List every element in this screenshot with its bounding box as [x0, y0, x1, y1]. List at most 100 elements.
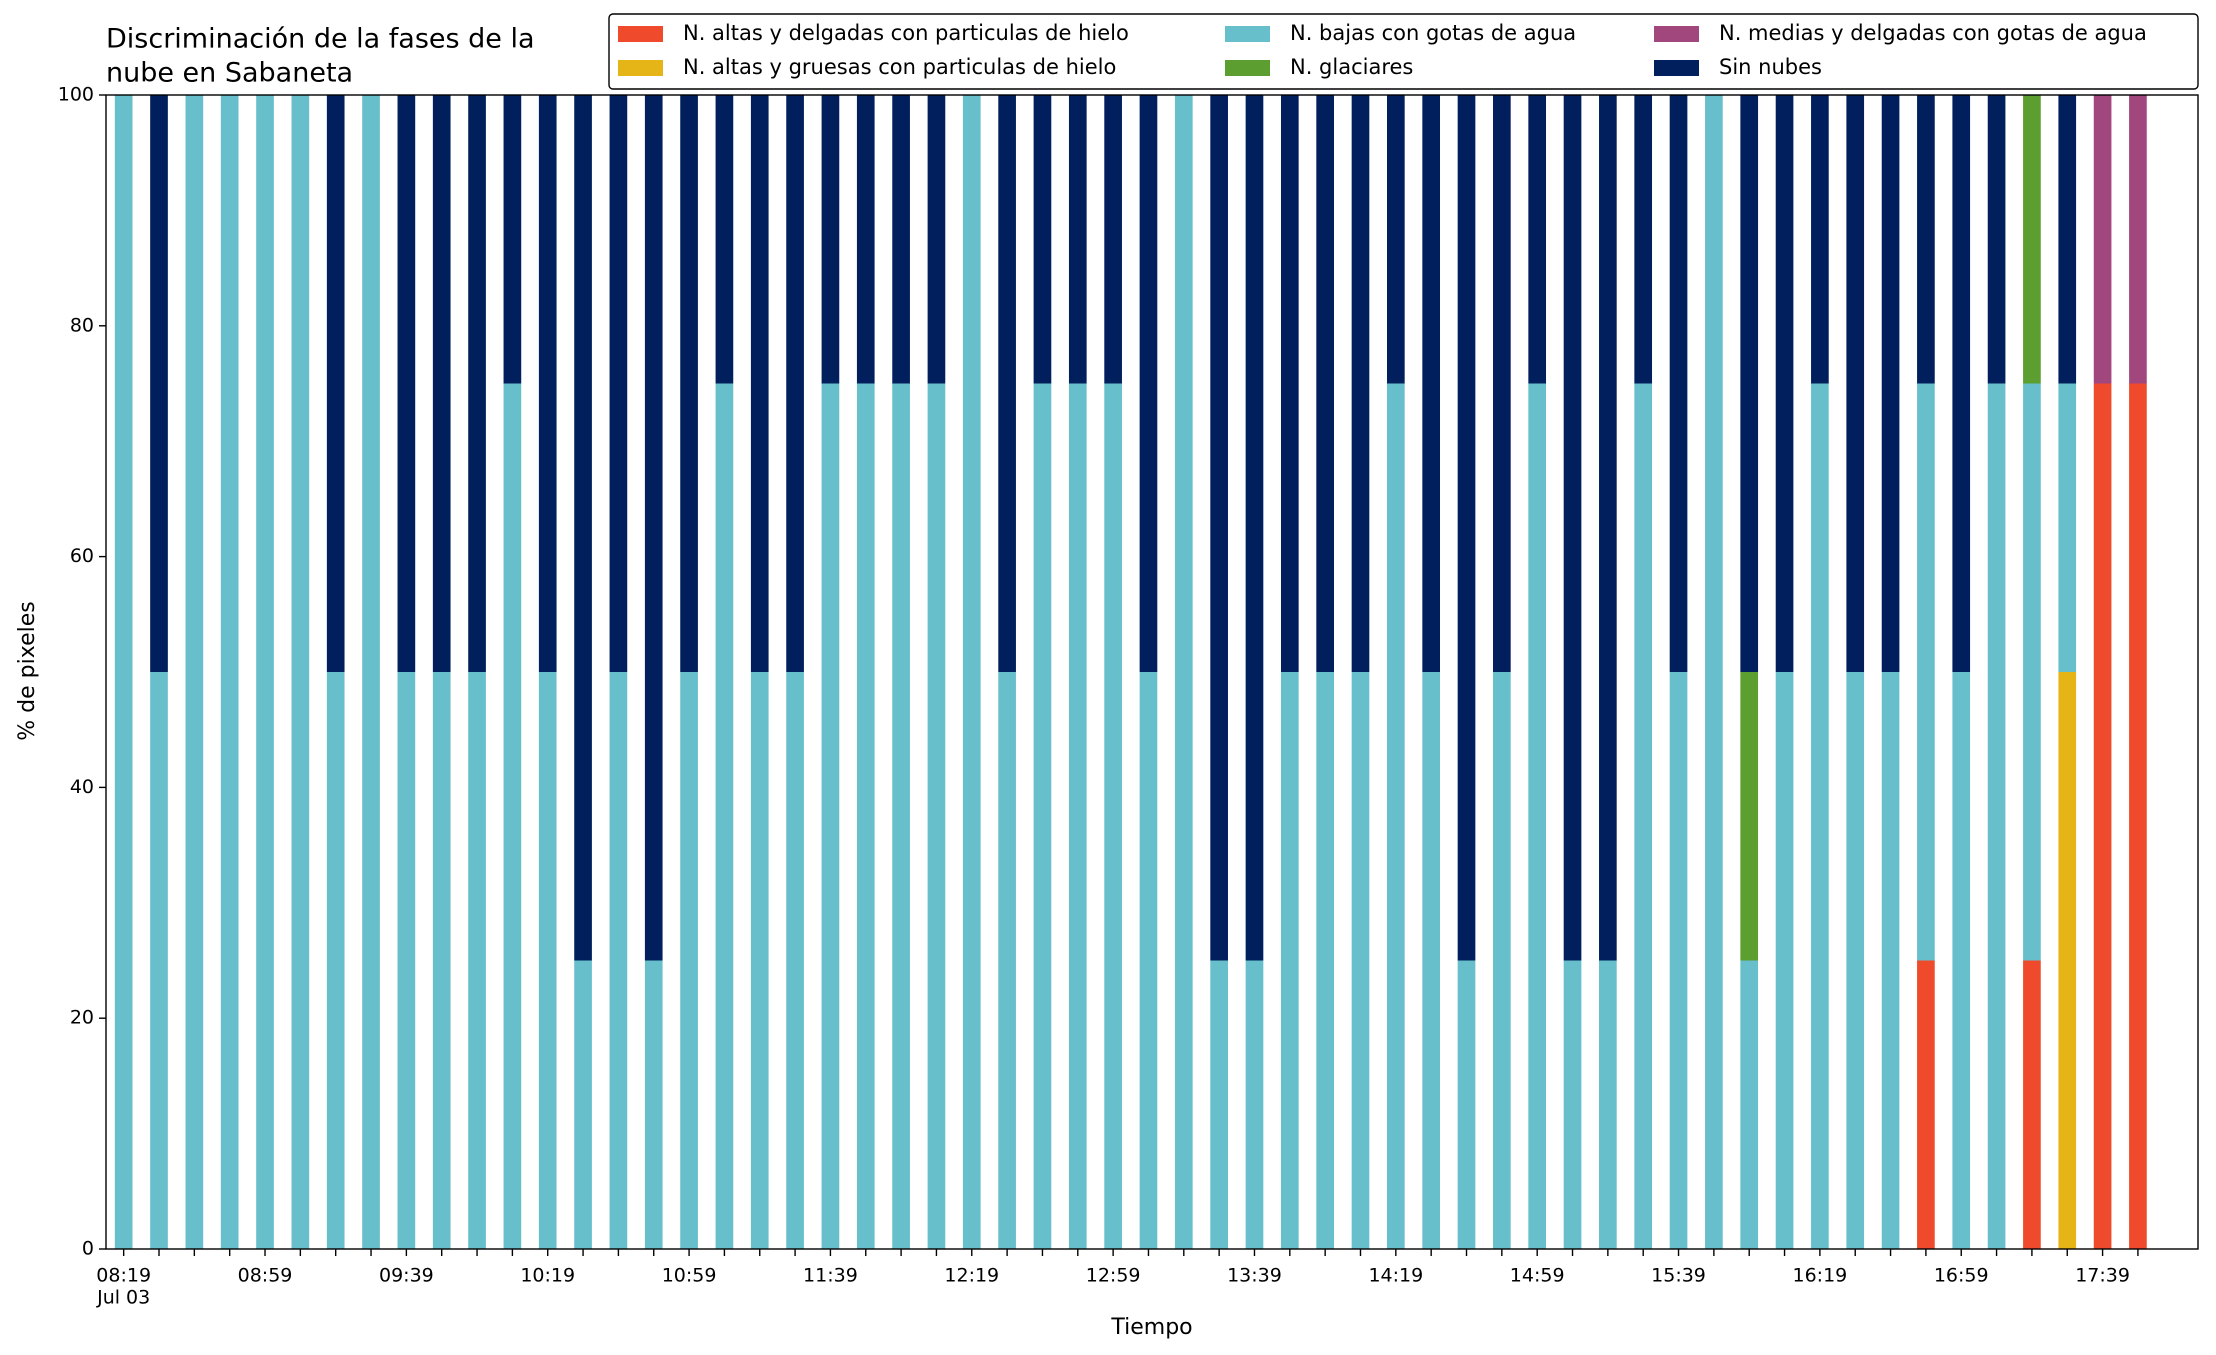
bar-segment: [1457, 95, 1476, 961]
bar-segment: [503, 95, 522, 384]
legend-label: N. altas y gruesas con particulas de hie…: [683, 55, 1116, 79]
bar-segment: [1705, 95, 1723, 1249]
bar-segment: [609, 95, 628, 672]
y-tick-label: 40: [70, 776, 94, 798]
chart-title: nube en Sabaneta: [106, 58, 353, 89]
bar-segment: [1316, 95, 1334, 672]
bar-segment: [1634, 383, 1653, 1249]
x-tick-label: 08:19: [96, 1265, 151, 1287]
bar-segment: [114, 95, 133, 1249]
bar-segment: [1528, 95, 1547, 384]
bar-segment: [2058, 95, 2077, 384]
bar-segment: [1846, 672, 1865, 1249]
bar-segment: [750, 95, 769, 672]
bar-segment: [786, 672, 804, 1249]
bar-segment: [680, 672, 698, 1249]
x-tick-label: 15:39: [1651, 1265, 1706, 1287]
bar-segment: [1740, 960, 1759, 1249]
y-tick-label: 20: [70, 1007, 94, 1029]
y-axis-label: % de pixeles: [15, 601, 40, 740]
bar-segment: [1987, 383, 2006, 1249]
chart-title: Discriminación de la fases de la: [106, 24, 535, 55]
bar-segment: [821, 95, 840, 384]
bar-segment: [856, 95, 875, 384]
bar-segment: [609, 672, 628, 1249]
bar-segment: [962, 95, 981, 1249]
x-tick-label: 10:59: [662, 1265, 717, 1287]
legend-swatch: [618, 60, 663, 76]
bar-segment: [1104, 383, 1122, 1249]
bar-segment: [256, 95, 274, 1249]
bar-segment: [1422, 672, 1441, 1249]
bar-segment: [1563, 960, 1582, 1249]
bar-segment: [821, 383, 840, 1249]
bar-segment: [1952, 95, 1971, 672]
bar-segment: [1917, 95, 1935, 384]
x-tick-label: 08:59: [238, 1265, 293, 1287]
bar-segment: [362, 95, 380, 1249]
bar-segment: [1952, 672, 1971, 1249]
bar-segment: [927, 383, 946, 1249]
bar-segment: [1422, 95, 1441, 672]
bar-segment: [574, 960, 592, 1249]
bar-segment: [432, 672, 451, 1249]
bar-segment: [1634, 95, 1653, 384]
bar-segment: [1881, 672, 1900, 1249]
y-tick-label: 80: [70, 314, 94, 336]
bar-segment: [1846, 95, 1865, 672]
bar-segment: [2129, 95, 2147, 384]
bar-segment: [1669, 95, 1688, 672]
bar-segment: [2023, 960, 2041, 1249]
x-tick-label: 10:19: [520, 1265, 575, 1287]
bar-segment: [538, 95, 557, 672]
bar-segment: [998, 672, 1016, 1249]
bar-segment: [644, 95, 663, 961]
bar-segment: [1599, 960, 1617, 1249]
bar-segment: [927, 95, 946, 384]
bar-segment: [1669, 672, 1688, 1249]
bar-segment: [2023, 383, 2041, 961]
bar-segment: [1245, 960, 1264, 1249]
x-tick-label: 12:59: [1086, 1265, 1141, 1287]
bar-segment: [1316, 672, 1334, 1249]
x-date-label: Jul 03: [96, 1287, 150, 1309]
x-tick-label: 12:19: [944, 1265, 999, 1287]
bar-segment: [1493, 672, 1511, 1249]
bar-segment: [715, 383, 734, 1249]
bar-segment: [1033, 383, 1052, 1249]
bar-segment: [538, 672, 557, 1249]
bar-segment: [2129, 383, 2147, 1249]
x-tick-label: 14:59: [1510, 1265, 1565, 1287]
bar-segment: [1917, 383, 1935, 961]
bar-segment: [1493, 95, 1511, 672]
x-tick-label: 16:59: [1934, 1265, 1989, 1287]
legend-label: N. medias y delgadas con gotas de agua: [1719, 21, 2147, 45]
bar-segment: [326, 95, 345, 672]
bar-segment: [1174, 95, 1193, 1249]
x-tick-label: 13:39: [1227, 1265, 1282, 1287]
bar-segment: [1104, 95, 1122, 384]
bar-segment: [1740, 672, 1759, 961]
x-tick-label: 11:39: [803, 1265, 858, 1287]
legend-label: N. bajas con gotas de agua: [1290, 21, 1576, 45]
bar-segment: [1280, 672, 1299, 1249]
bar-segment: [1457, 960, 1476, 1249]
bar-segment: [397, 672, 416, 1249]
bar-segment: [892, 95, 910, 384]
bar-segment: [1917, 960, 1935, 1249]
bar-segment: [150, 672, 168, 1249]
bar-segment: [1987, 95, 2006, 384]
bar-segment: [1811, 383, 1829, 1249]
bar-segment: [1210, 960, 1228, 1249]
bar-segment: [503, 383, 522, 1249]
bar-segment: [856, 383, 875, 1249]
legend-swatch: [1225, 26, 1270, 42]
x-tick-label: 16:19: [1793, 1265, 1848, 1287]
bar-segment: [2058, 672, 2077, 1249]
bar-segment: [1740, 95, 1759, 672]
bar-segment: [1599, 95, 1617, 961]
bar-segment: [574, 95, 592, 961]
legend-swatch: [1654, 26, 1699, 42]
x-axis-label: Tiempo: [1110, 1315, 1192, 1340]
bar-segment: [1386, 383, 1405, 1249]
